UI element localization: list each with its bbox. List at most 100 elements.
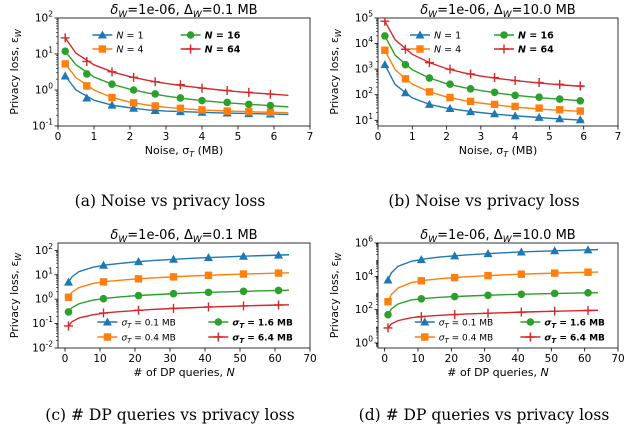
- text-span: 10: [32, 121, 45, 133]
- x-tick-label: 2: [127, 131, 134, 143]
- data-point: [380, 60, 390, 69]
- data-point: [516, 247, 526, 256]
- text-span: = 0.4 MB: [449, 334, 493, 344]
- x-axis-label: Noise, σT (MB): [459, 144, 538, 159]
- chart-title: δW=1e-06, ΔW=0.1 MB: [110, 3, 257, 20]
- y-tick-label: 102: [35, 10, 53, 25]
- text-span: N: [434, 45, 441, 56]
- text-span: = 16: [213, 31, 241, 42]
- text-span: 4: [368, 35, 373, 44]
- data-point: [204, 288, 213, 297]
- series-line: [387, 271, 599, 303]
- series-line: [387, 248, 599, 281]
- data-point: [198, 96, 206, 105]
- data-point: [550, 269, 559, 277]
- y-tick-label: 102: [35, 242, 53, 257]
- text-span: 10: [35, 49, 48, 61]
- text-span: 2: [368, 301, 373, 310]
- text-span: Privacy loss, ε: [8, 37, 21, 115]
- text-span: =0.1 MB: [202, 228, 258, 243]
- series-3: [381, 32, 585, 105]
- data-point: [381, 32, 389, 40]
- x-tick-label: 70: [611, 353, 624, 365]
- series-line: [384, 35, 584, 102]
- data-point: [265, 89, 275, 99]
- legend-label: N = 64: [205, 45, 241, 56]
- data-point: [550, 246, 560, 255]
- data-point: [381, 46, 389, 54]
- x-tick-label: 6: [580, 131, 587, 143]
- y-tick-label: 106: [355, 235, 373, 250]
- text-span: 10: [355, 89, 368, 101]
- legend-marker: [526, 318, 535, 326]
- text-span: 10: [355, 238, 368, 250]
- text-span: δ: [420, 228, 428, 243]
- text-span: -1: [46, 315, 54, 324]
- text-span: T: [189, 150, 195, 159]
- text-span: 10: [355, 271, 368, 283]
- text-span: 10: [32, 343, 45, 355]
- text-span: 5: [368, 10, 373, 19]
- data-point: [239, 301, 248, 311]
- y-tick-label: 101: [355, 112, 373, 127]
- x-tick-label: 20: [128, 353, 141, 365]
- series-1: [380, 60, 585, 124]
- data-point: [204, 271, 213, 280]
- text-span: σ: [232, 319, 240, 329]
- data-point: [60, 71, 70, 80]
- plot-frame: [377, 17, 619, 127]
- data-point: [584, 268, 592, 276]
- text-span: 0: [48, 291, 53, 300]
- data-point: [380, 18, 390, 26]
- data-point: [445, 103, 455, 112]
- data-point: [450, 273, 459, 282]
- x-tick-label: 7: [307, 131, 314, 143]
- data-point: [424, 58, 434, 68]
- x-tick-label: 30: [478, 353, 491, 365]
- y-tick-label: 10-2: [32, 340, 53, 355]
- text-span: W: [428, 235, 438, 245]
- data-point: [575, 81, 585, 91]
- text-span: T: [445, 337, 450, 345]
- data-point: [150, 105, 160, 114]
- chart-title: δW=1e-06, ΔW=0.1 MB: [110, 228, 257, 245]
- data-point: [576, 107, 584, 115]
- data-point: [197, 83, 207, 93]
- data-point: [466, 69, 476, 79]
- data-point: [134, 291, 143, 300]
- plot-frame: [57, 242, 311, 349]
- text-span: 10: [355, 337, 368, 349]
- chart-legend: N = 1N = 4N = 16N = 64: [92, 30, 241, 56]
- data-point: [384, 310, 392, 319]
- text-span: -2: [46, 340, 54, 349]
- text-span: 10: [32, 318, 45, 330]
- text-span: T: [127, 322, 132, 330]
- data-point: [169, 254, 178, 263]
- data-point: [450, 310, 460, 320]
- data-point: [169, 273, 178, 281]
- text-span: = 0.1 MB: [131, 319, 175, 329]
- data-point: [517, 290, 526, 299]
- data-point: [245, 107, 253, 116]
- figure-caption: (c) # DP queries vs privacy loss: [45, 406, 294, 424]
- text-span: 10: [355, 38, 368, 50]
- legend-marker: [102, 317, 112, 326]
- series-line: [64, 37, 289, 97]
- series-3: [64, 286, 290, 316]
- series-line: [384, 64, 584, 122]
- data-point: [483, 249, 493, 258]
- data-point: [82, 56, 92, 66]
- text-span: T: [551, 337, 557, 345]
- data-point: [484, 271, 492, 280]
- legend-label: N = 16: [518, 31, 554, 42]
- data-point: [108, 80, 116, 88]
- text-span: 4: [368, 268, 373, 277]
- data-point: [176, 104, 185, 113]
- series-line: [67, 304, 290, 327]
- y-tick-label: 102: [355, 301, 373, 316]
- legend-marker: [499, 44, 509, 54]
- text-span: (MB): [508, 144, 537, 157]
- data-point: [239, 251, 248, 260]
